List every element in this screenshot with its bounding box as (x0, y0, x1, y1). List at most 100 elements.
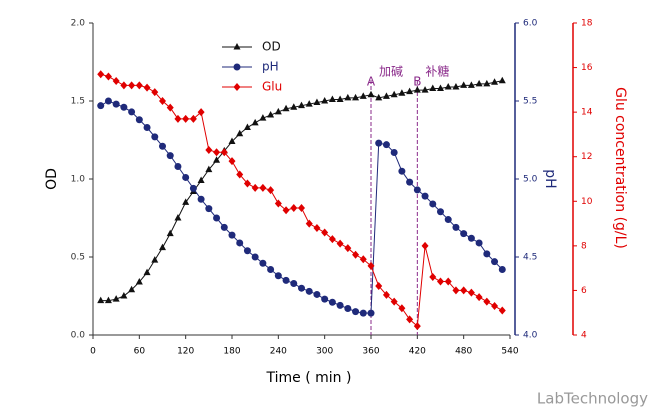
marker (298, 203, 305, 212)
marker (267, 265, 275, 273)
marker (197, 195, 205, 203)
y-axis-title: OD (44, 168, 60, 190)
y3-tick-label: 8 (581, 241, 587, 251)
marker (460, 286, 468, 295)
marker (421, 192, 429, 200)
marker (233, 83, 241, 91)
marker (429, 84, 437, 92)
marker (151, 256, 159, 263)
y3-axis-title: Glu concentration (g/L) (612, 87, 628, 249)
marker (336, 95, 344, 102)
marker (135, 81, 143, 90)
marker (243, 179, 251, 188)
marker (475, 79, 483, 87)
marker (228, 231, 236, 239)
y-tick-label: 1.0 (71, 175, 86, 185)
marker (274, 199, 282, 208)
marker (267, 111, 275, 118)
marker (344, 304, 352, 312)
x-tick-label: 480 (455, 347, 472, 357)
y2-tick-label: 4.5 (523, 253, 537, 263)
x-tick-label: 120 (177, 347, 194, 357)
marker (282, 104, 290, 112)
marker (452, 82, 460, 90)
marker (398, 167, 406, 175)
marker (421, 241, 429, 250)
marker (104, 72, 112, 81)
marker (220, 148, 228, 157)
marker (274, 107, 282, 115)
x-tick-label: 240 (270, 347, 287, 357)
y2-axis-title: pH (542, 169, 558, 188)
marker (491, 258, 499, 266)
marker (413, 322, 421, 331)
marker (236, 170, 244, 179)
y-tick-label: 2.0 (71, 19, 86, 29)
marker (159, 243, 166, 251)
marker (429, 273, 437, 282)
marker (274, 272, 282, 280)
series-line (100, 80, 503, 302)
marker (475, 239, 483, 247)
marker (159, 97, 166, 105)
marker (328, 298, 336, 306)
marker (382, 92, 390, 99)
y3-tick-label: 16 (581, 63, 593, 73)
marker (143, 268, 151, 276)
marker (259, 259, 267, 267)
x-tick-label: 360 (362, 347, 379, 357)
marker (467, 81, 475, 88)
marker (367, 90, 375, 98)
marker (305, 219, 313, 228)
marker (197, 108, 205, 117)
legend-label: OD (262, 40, 281, 54)
marker (413, 86, 421, 93)
marker (233, 63, 241, 71)
marker (159, 142, 166, 150)
marker (321, 295, 329, 303)
marker (143, 83, 151, 92)
marker (483, 250, 491, 258)
marker (452, 286, 460, 295)
marker (336, 239, 344, 248)
x-tick-label: 540 (501, 347, 518, 357)
y2-tick-label: 6.0 (523, 19, 538, 29)
marker (444, 82, 452, 90)
marker (483, 297, 491, 306)
y-tick-label: 1.5 (71, 97, 85, 107)
y-tick-label: 0.5 (71, 253, 85, 263)
marker (367, 261, 375, 270)
marker (321, 97, 329, 104)
marker (305, 287, 313, 295)
x-tick-label: 420 (409, 347, 426, 357)
marker (328, 95, 336, 102)
x-tick-label: 60 (134, 347, 146, 357)
marker (444, 277, 452, 286)
marker (375, 139, 383, 147)
marker (498, 306, 506, 315)
y3-tick-label: 18 (581, 19, 593, 29)
marker (336, 301, 344, 309)
marker (112, 76, 120, 85)
marker (406, 87, 414, 95)
marker (205, 146, 213, 155)
marker (112, 295, 120, 302)
y3-tick-label: 4 (581, 331, 587, 341)
marker (166, 103, 174, 112)
marker (174, 114, 182, 123)
marker (437, 277, 444, 286)
marker (282, 206, 290, 215)
marker (251, 183, 259, 192)
marker (120, 103, 128, 111)
marker (460, 81, 468, 88)
marker (413, 186, 421, 194)
marker (313, 98, 321, 106)
marker (352, 93, 360, 101)
marker (228, 137, 236, 145)
x-tick-label: 180 (223, 347, 240, 357)
marker (359, 255, 367, 264)
marker (236, 239, 244, 247)
x-axis-title: Time ( min ) (266, 370, 352, 386)
marker (437, 208, 444, 216)
marker (398, 304, 406, 313)
